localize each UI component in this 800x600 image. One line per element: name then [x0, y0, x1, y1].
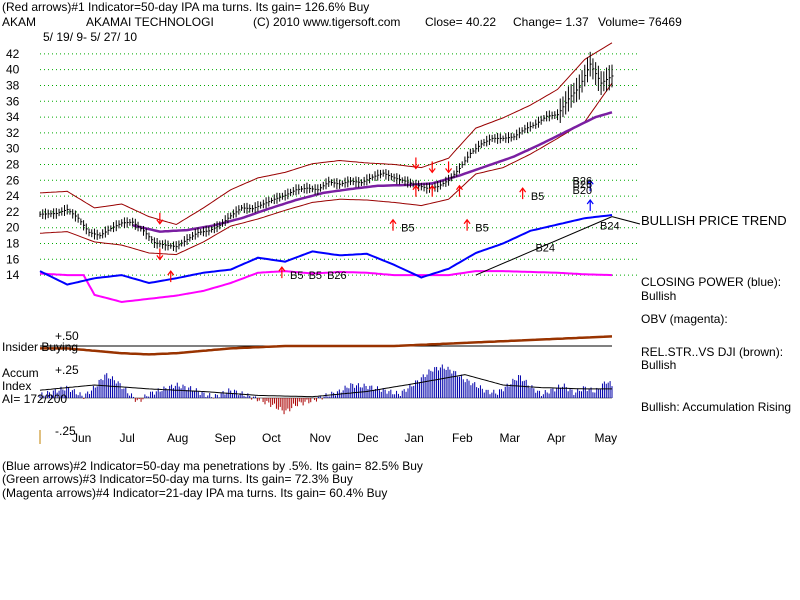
close-value: Close= 40.22 — [425, 15, 497, 29]
blue-arrow-head — [586, 198, 594, 205]
month-label: Jun — [72, 431, 91, 445]
signal-label: B5 — [531, 191, 544, 203]
obv-label: OBV (magenta): — [641, 312, 728, 326]
month-label: Dec — [357, 431, 378, 445]
signal-arrow-head — [463, 218, 471, 225]
signal-label: B5 — [401, 223, 414, 235]
red-arrow-head — [428, 184, 436, 191]
signal-arrow-head — [278, 266, 286, 272]
change-value: Change= 1.37 — [513, 15, 589, 29]
plus-25-label: +.25 — [55, 363, 79, 377]
red-arrow-head — [455, 184, 463, 191]
y-tick-label: 36 — [6, 94, 20, 108]
red-arrow-head — [167, 270, 175, 276]
index-label: Index — [2, 379, 32, 393]
month-label: Feb — [452, 431, 473, 445]
date-range: 5/ 19/ 9- 5/ 27/ 10 — [43, 30, 138, 44]
red-arrow-head — [156, 219, 164, 225]
month-label: Jul — [120, 431, 135, 445]
signal-arrow-head — [519, 187, 527, 193]
ticker-symbol: AKAM — [2, 15, 37, 29]
footer-green-line: (Green arrows)#3 Indicator=50-day ma tur… — [2, 472, 353, 486]
blue-arrow-head — [586, 179, 594, 185]
footer-blue-line: (Blue arrows)#2 Indicator=50-day ma pene… — [2, 459, 423, 473]
month-label: Apr — [547, 431, 566, 445]
minus-25-label: -.25 — [55, 424, 76, 438]
month-label: Oct — [262, 431, 281, 445]
header-indicator-line: (Red arrows)#1 Indicator=50-day IPA ma t… — [2, 0, 370, 14]
y-tick-label: 18 — [6, 236, 20, 250]
month-label: Jan — [405, 431, 424, 445]
signal-label: B5 — [309, 270, 322, 282]
company-name: AKAMAI TECHNOLOGI — [86, 15, 214, 29]
month-label: Aug — [167, 431, 188, 445]
plus-50-label: +.50 — [55, 329, 79, 343]
closing-power-label: CLOSING POWER (blue): — [641, 275, 782, 289]
signal-arrow-head — [389, 218, 397, 225]
y-tick-label: 20 — [6, 221, 20, 235]
y-tick-label: 34 — [6, 110, 20, 124]
month-label: Mar — [500, 431, 521, 445]
signal-label: B5 — [290, 270, 303, 282]
bullish-trend-label: BULLISH PRICE TREND — [641, 213, 787, 228]
copyright-text: (C) 2010 www.tigersoft.com — [253, 15, 401, 29]
red-arrow-head — [156, 254, 164, 261]
accum-histogram — [39, 364, 613, 415]
trend-label-connector — [611, 216, 641, 225]
accum-label: Accum — [2, 366, 39, 380]
month-label: Sep — [215, 431, 237, 445]
ai-value: AI= 172/200 — [2, 392, 68, 406]
month-label: Nov — [310, 431, 331, 445]
signal-label: B26 — [327, 270, 347, 282]
lower-band — [39, 82, 613, 256]
y-tick-label: 22 — [6, 205, 20, 219]
signal-label: B24 — [600, 220, 620, 232]
obv-line — [39, 270, 613, 304]
y-tick-label: 32 — [6, 126, 20, 140]
price-bars — [39, 51, 614, 253]
y-tick-label: 30 — [6, 142, 20, 156]
accum-status: Bullish: Accumulation Rising — [641, 400, 792, 414]
signal-label: B26 — [573, 179, 593, 191]
signal-label: B24 — [535, 242, 555, 254]
signal-label: B20 — [573, 185, 593, 197]
footer-magenta-line: (Magenta arrows)#4 Indicator=21-day IPA … — [2, 486, 388, 500]
insider-buying-label: Insider Buying — [2, 340, 79, 354]
y-tick-label: 14 — [6, 268, 20, 282]
bullish-trendline — [475, 216, 613, 276]
accum-ma-line — [39, 374, 612, 398]
signal-label: B5 — [475, 223, 488, 235]
y-tick-label: 28 — [6, 157, 20, 171]
moving-average — [132, 111, 613, 233]
upper-band — [39, 42, 613, 226]
closing-power-status: Bullish — [641, 289, 677, 303]
y-tick-label: 16 — [6, 252, 20, 266]
y-tick-label: 26 — [6, 173, 20, 187]
red-arrow-head — [428, 168, 436, 174]
relstr-label: REL.STR..VS DJI (brown): — [641, 345, 784, 359]
y-tick-label: 38 — [6, 78, 20, 92]
red-arrow-head — [445, 168, 453, 174]
signal-label: B26 — [573, 175, 593, 187]
relstr-status: Bullish — [641, 358, 677, 372]
y-tick-label: 24 — [6, 189, 20, 203]
y-tick-label: 42 — [6, 47, 20, 61]
closing-power-line — [39, 214, 613, 286]
volume-value: Volume= 76469 — [598, 15, 682, 29]
relstr-line — [40, 335, 613, 356]
y-tick-label: 40 — [6, 63, 20, 77]
red-arrow-head — [412, 164, 420, 170]
red-arrow-head — [412, 184, 420, 191]
month-label: May — [595, 431, 618, 445]
